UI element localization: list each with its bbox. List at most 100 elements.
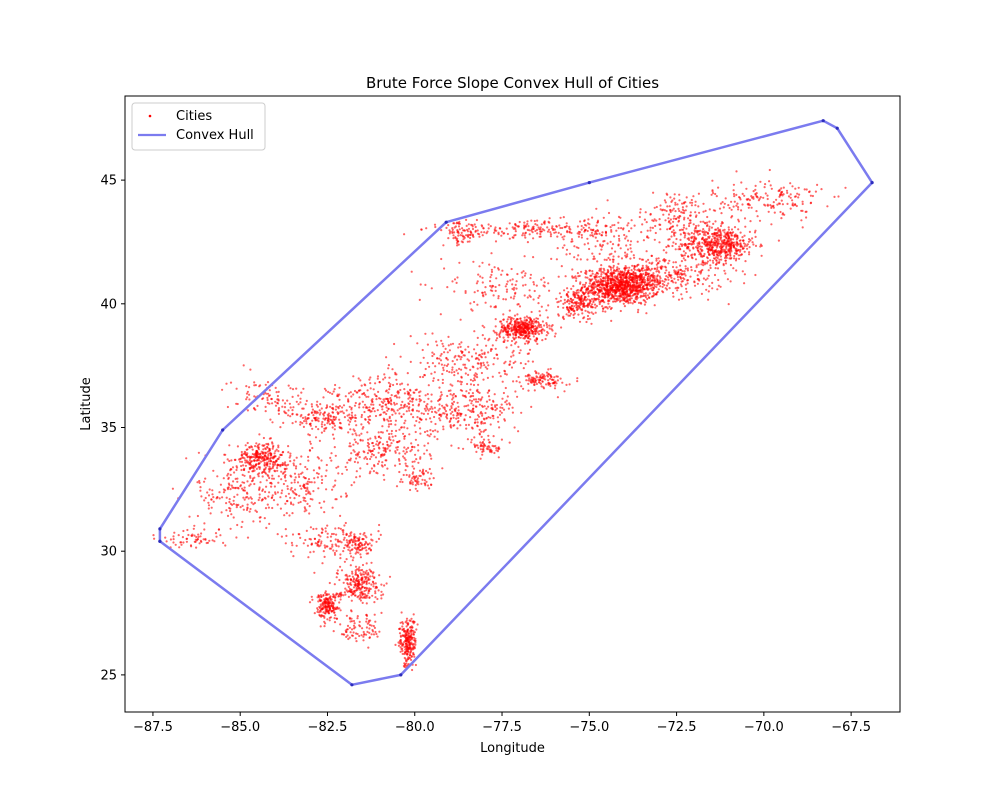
city-point (577, 275, 580, 278)
city-point (321, 478, 324, 481)
city-point (225, 496, 228, 499)
city-point (407, 446, 410, 449)
city-point (568, 314, 572, 317)
city-point (613, 282, 616, 285)
city-point (478, 432, 481, 435)
city-point (377, 460, 381, 463)
city-point (447, 344, 450, 347)
city-point (743, 194, 746, 197)
city-point (673, 193, 676, 196)
city-point (368, 378, 371, 381)
city-point (576, 308, 579, 312)
city-point (525, 324, 528, 328)
city-point (623, 233, 626, 237)
city-point (509, 279, 512, 282)
city-point (274, 492, 277, 495)
city-point (826, 205, 829, 208)
city-point (474, 352, 478, 355)
city-point (568, 310, 571, 313)
city-point (334, 498, 337, 501)
city-point (255, 442, 258, 445)
city-point (690, 198, 693, 202)
city-point (747, 197, 750, 201)
city-point (633, 224, 636, 227)
city-point (522, 284, 525, 287)
city-point (529, 338, 532, 341)
city-point (665, 284, 669, 287)
city-point (674, 201, 677, 204)
city-point (618, 300, 622, 303)
city-point (586, 286, 590, 289)
city-point (612, 264, 615, 267)
city-point (478, 403, 481, 406)
city-point (734, 259, 738, 262)
city-point (497, 297, 500, 300)
city-point (741, 236, 744, 239)
city-point (449, 383, 452, 386)
city-point (358, 475, 361, 478)
city-point (320, 423, 323, 426)
city-point (456, 372, 460, 375)
city-point (504, 386, 507, 390)
city-point (476, 362, 479, 365)
city-point (620, 276, 623, 279)
city-point (244, 459, 247, 462)
city-point (210, 506, 213, 509)
city-point (222, 488, 225, 491)
city-point (231, 466, 235, 469)
city-point (677, 248, 680, 251)
city-point (532, 298, 535, 301)
city-point (218, 491, 221, 494)
city-point (537, 333, 541, 336)
city-point (534, 332, 537, 335)
city-point (713, 232, 716, 235)
city-point (618, 237, 621, 240)
city-point (483, 291, 486, 294)
city-point (331, 488, 334, 491)
city-point (250, 497, 253, 500)
city-point (543, 281, 546, 284)
city-point (299, 500, 302, 504)
city-point (791, 202, 794, 205)
city-point (271, 463, 275, 466)
city-point (465, 224, 468, 227)
city-point (712, 192, 715, 195)
city-point (639, 286, 642, 289)
city-point (417, 444, 420, 447)
city-point (444, 347, 447, 350)
city-point (398, 396, 401, 399)
city-point (473, 348, 476, 351)
city-point (279, 426, 282, 429)
city-point (604, 272, 608, 275)
city-point (358, 402, 361, 405)
city-point (737, 228, 740, 231)
city-point (670, 276, 673, 279)
city-point (611, 293, 614, 297)
city-point (678, 229, 682, 232)
city-point (683, 270, 686, 273)
city-point (486, 367, 489, 370)
city-point (526, 342, 529, 345)
city-point (637, 291, 640, 294)
city-point (629, 243, 632, 246)
city-point (276, 491, 279, 494)
city-point (698, 253, 701, 256)
city-point (744, 243, 747, 246)
city-point (575, 300, 578, 304)
city-point (467, 351, 471, 354)
city-point (599, 281, 602, 284)
city-point (696, 249, 700, 252)
city-point (258, 516, 261, 519)
city-point (655, 285, 658, 289)
city-point (445, 369, 449, 373)
city-point (519, 362, 523, 365)
city-point (258, 520, 262, 523)
city-point (698, 279, 701, 282)
city-point (394, 464, 397, 467)
city-point (674, 272, 677, 275)
city-point (446, 358, 449, 361)
city-point (443, 364, 446, 367)
city-point (650, 267, 654, 270)
city-point (578, 306, 582, 309)
city-point (419, 457, 422, 460)
